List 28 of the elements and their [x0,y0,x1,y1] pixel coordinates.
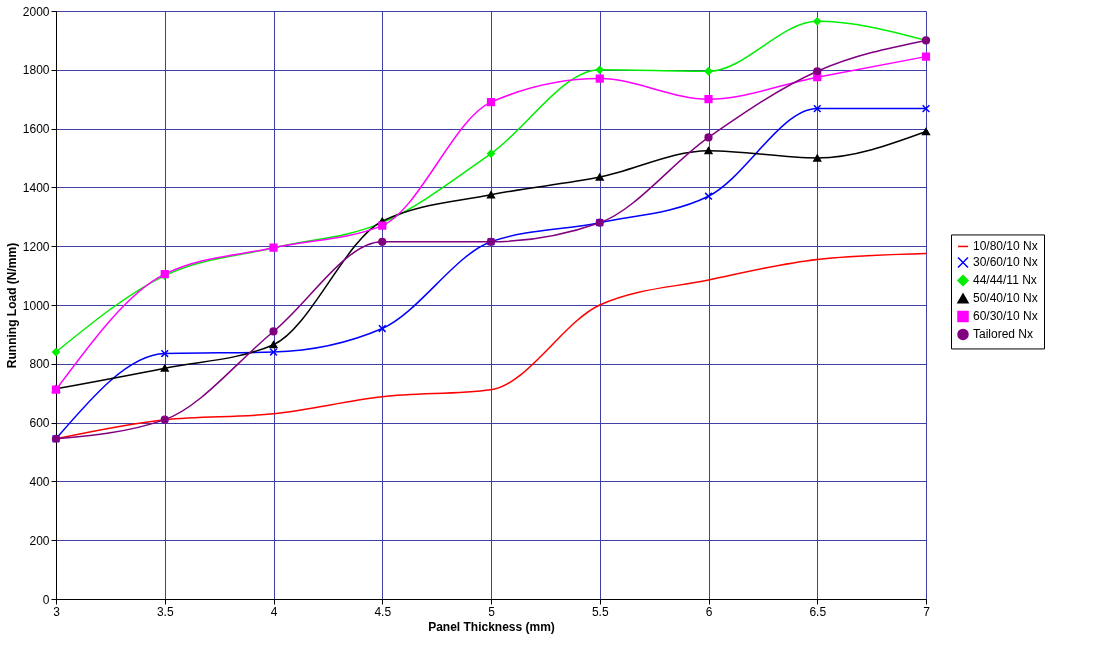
y-tick-label: 1200 [22,239,50,254]
y-tick-label: 2000 [22,4,50,19]
y-tick-label: 600 [29,416,50,431]
y-tick-label: 800 [29,357,50,372]
y-tick-label: 1800 [22,63,50,78]
x-tick-label: 7 [923,604,931,619]
x-tick-label: 4.5 [374,604,392,619]
y-axis-title: Running Load (N/mm) [4,242,19,369]
legend-label: 10/80/10 Nx [973,239,1038,254]
legend-label: 44/44/11 Nx [973,273,1037,288]
y-tick-label: 1600 [22,122,50,137]
x-tick-label: 3.5 [156,604,174,619]
y-tick-label: 400 [29,474,50,489]
x-axis-title: Panel Thickness (mm) [428,619,555,634]
legend-label: 50/40/10 Nx [973,291,1038,306]
y-tick-label: 1000 [22,298,50,313]
legend-label: Tailored Nx [973,327,1034,342]
x-tick-label: 3 [53,604,61,619]
y-tick-label: 1400 [22,180,50,195]
legend-label: 60/30/10 Nx [973,309,1038,324]
x-tick-label: 6 [705,604,713,619]
x-tick-label: 6.5 [809,604,827,619]
x-tick-label: 5.5 [591,604,609,619]
y-tick-label: 200 [29,533,50,548]
y-tick-label: 0 [42,592,50,607]
x-tick-label: 5 [488,604,496,619]
x-tick-label: 4 [270,604,278,619]
legend-label: 30/60/10 Nx [973,255,1038,270]
